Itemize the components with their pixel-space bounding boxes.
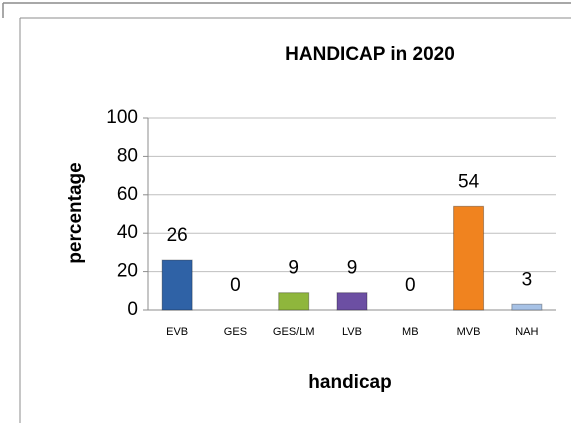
bar bbox=[161, 259, 193, 311]
y-tick-label: 60 bbox=[117, 184, 138, 205]
bar bbox=[453, 205, 485, 311]
value-label: 54 bbox=[458, 171, 480, 192]
x-tick-label: LVB bbox=[342, 326, 362, 338]
bar bbox=[336, 292, 368, 311]
y-axis-label: percentage bbox=[65, 162, 86, 263]
value-label: 26 bbox=[167, 225, 188, 246]
chart-title: HANDICAP in 2020 bbox=[285, 44, 455, 65]
bar bbox=[278, 292, 310, 311]
x-tick-label: GES/LM bbox=[273, 326, 315, 338]
bar bbox=[511, 303, 543, 311]
x-tick-label: MB bbox=[402, 326, 419, 338]
x-tick-label: MVB bbox=[457, 326, 481, 338]
value-label: 0 bbox=[230, 275, 241, 296]
x-axis-label: handicap bbox=[308, 372, 391, 393]
y-tick-label: 80 bbox=[117, 145, 138, 166]
x-tick-label: EVB bbox=[166, 326, 188, 338]
value-label: 9 bbox=[288, 258, 299, 279]
x-tick-label: NAH bbox=[515, 326, 538, 338]
y-tick-label: 0 bbox=[127, 299, 138, 320]
y-tick-label: 20 bbox=[117, 261, 138, 282]
x-tick-label: GES bbox=[224, 326, 247, 338]
value-label: 3 bbox=[522, 269, 533, 290]
y-tick-label: 40 bbox=[117, 222, 138, 243]
y-tick-label: 100 bbox=[106, 107, 138, 128]
value-label: 9 bbox=[347, 258, 358, 279]
value-label: 0 bbox=[405, 275, 416, 296]
